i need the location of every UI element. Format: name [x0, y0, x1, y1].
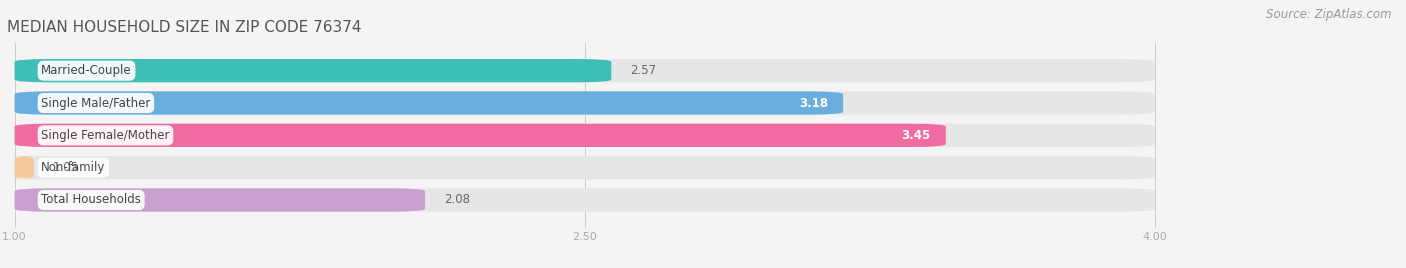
Text: Total Households: Total Households	[41, 193, 141, 207]
Text: 2.08: 2.08	[444, 193, 470, 207]
FancyBboxPatch shape	[14, 124, 946, 147]
FancyBboxPatch shape	[14, 188, 425, 212]
Text: 1.05: 1.05	[52, 161, 79, 174]
Text: Single Male/Father: Single Male/Father	[41, 96, 150, 110]
Text: Non-family: Non-family	[41, 161, 105, 174]
FancyBboxPatch shape	[14, 188, 1154, 212]
Text: MEDIAN HOUSEHOLD SIZE IN ZIP CODE 76374: MEDIAN HOUSEHOLD SIZE IN ZIP CODE 76374	[7, 20, 361, 35]
FancyBboxPatch shape	[0, 156, 49, 179]
Text: 3.18: 3.18	[799, 96, 828, 110]
Text: 3.45: 3.45	[901, 129, 931, 142]
FancyBboxPatch shape	[14, 156, 1154, 179]
FancyBboxPatch shape	[14, 59, 1154, 82]
Text: Single Female/Mother: Single Female/Mother	[41, 129, 170, 142]
FancyBboxPatch shape	[14, 91, 844, 115]
FancyBboxPatch shape	[14, 124, 1154, 147]
FancyBboxPatch shape	[14, 59, 612, 82]
Text: 2.57: 2.57	[630, 64, 657, 77]
FancyBboxPatch shape	[14, 91, 1154, 115]
Text: Source: ZipAtlas.com: Source: ZipAtlas.com	[1267, 8, 1392, 21]
Text: Married-Couple: Married-Couple	[41, 64, 132, 77]
